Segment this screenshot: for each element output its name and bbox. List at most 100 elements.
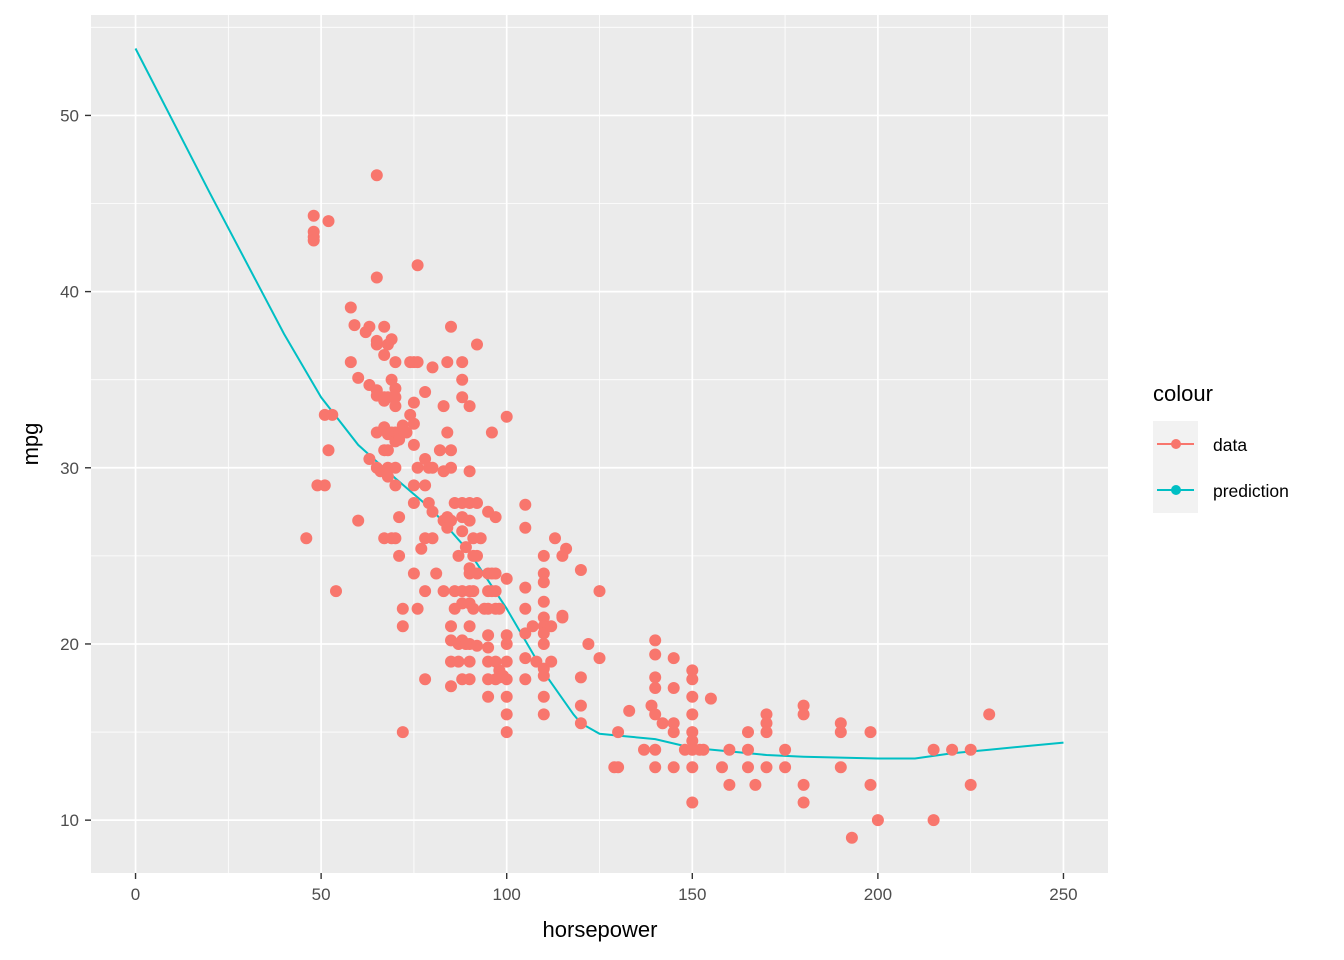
data-point [500,410,513,423]
data-point [389,461,402,474]
data-point [445,514,457,527]
data-point [797,708,810,721]
data-point [482,641,495,654]
data-point [407,438,420,451]
data-point [485,426,498,439]
data-point [983,708,996,721]
y-tick-label: 50 [60,106,79,125]
data-point [537,595,550,608]
data-point [500,638,513,650]
data-point [526,620,539,633]
data-point [574,699,587,712]
data-point [667,717,680,730]
data-point [471,497,483,509]
data-point [452,549,465,562]
data-point [686,726,699,739]
data-point [760,726,773,739]
data-point [723,778,736,791]
data-point [445,320,457,333]
x-tick-label: 50 [312,885,331,904]
data-point [489,585,502,598]
data-point [471,639,483,652]
data-point [378,349,391,361]
legend-key-prediction-point [1171,485,1181,495]
data-point [612,761,625,774]
data-point [638,743,650,756]
data-point [760,761,773,774]
data-point [407,417,420,430]
data-point [686,690,699,703]
x-tick-label: 100 [493,885,521,904]
data-point [649,761,662,774]
data-point [649,743,662,756]
data-point [445,680,457,693]
data-point [779,743,792,756]
data-point [537,627,550,640]
data-point [407,396,420,409]
data-point [834,726,847,739]
data-point [519,521,532,534]
data-point [574,671,587,684]
x-axis: 0 50 100 150 200 250 [131,873,1078,904]
data-point [582,638,595,650]
data-point [459,541,472,554]
data-point [649,634,662,647]
data-point [407,497,420,509]
legend-title: colour [1153,381,1213,406]
legend-label-prediction: prediction [1213,481,1289,501]
data-point [363,320,376,333]
y-tick-label: 20 [60,635,79,654]
data-point [348,319,361,332]
data-point [419,386,432,398]
data-point [667,652,680,665]
data-point [471,567,483,580]
data-point [864,726,877,739]
data-point [864,778,877,791]
data-point [760,708,773,721]
data-point [389,479,402,492]
data-point [686,761,699,774]
data-point [686,664,699,677]
data-point [370,338,383,351]
data-point [545,620,558,633]
data-point [593,652,606,665]
data-point [797,778,810,791]
data-point [389,400,402,413]
data-point [426,505,439,518]
prediction-series [134,48,1064,760]
data-point [742,726,754,739]
data-series [300,169,996,844]
data-point [574,564,587,576]
data-point [426,461,439,474]
data-point [441,356,454,369]
data-point [927,814,940,827]
data-point [623,704,636,717]
data-point [307,234,320,247]
data-point [519,627,532,640]
data-point [686,708,699,721]
data-point [456,356,469,369]
data-point [326,408,339,421]
x-tick-label: 150 [678,885,706,904]
data-point [370,271,383,284]
data-point [797,699,810,712]
grid-major [91,15,1108,873]
data-point [749,778,762,791]
data-point [667,761,680,774]
data-point [300,532,313,545]
data-point [396,620,409,633]
data-point [500,572,513,585]
data-point [463,514,476,527]
data-point [716,761,728,774]
data-point [385,333,398,346]
data-point [463,465,476,478]
data-point [500,673,513,686]
data-point [500,629,513,642]
data-point [686,734,699,747]
data-point [471,549,483,562]
data-point [537,638,550,650]
data-point [797,796,810,809]
data-point [537,690,550,703]
legend: colour data prediction [1153,381,1289,513]
data-point [686,796,699,809]
